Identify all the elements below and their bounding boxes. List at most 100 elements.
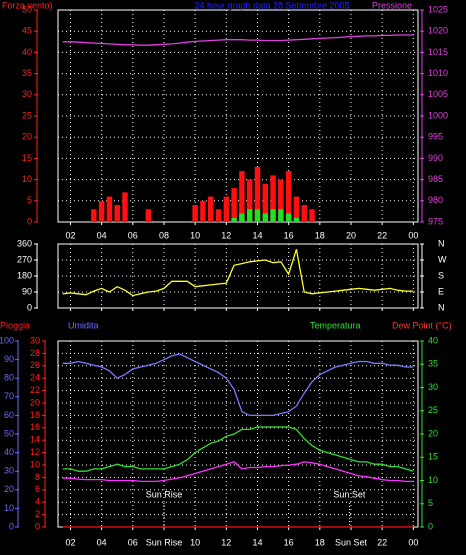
series-line	[62, 34, 414, 46]
y2-tick-label: S	[438, 270, 444, 280]
y-tick-label: 4	[35, 497, 40, 507]
x-tick-label: 02	[65, 537, 75, 547]
y3-tick-label: 40	[4, 447, 14, 457]
y2-tick-label: 40	[428, 335, 438, 345]
y3-tick-label: 60	[4, 410, 14, 420]
y2-tick-label: 25	[428, 405, 438, 415]
bar	[285, 213, 292, 222]
series-line	[62, 426, 414, 472]
bar	[246, 179, 253, 222]
y-tick-label: 28	[30, 348, 40, 358]
y2-tick-label: 0	[428, 521, 433, 531]
y-tick-label: 360	[17, 238, 32, 248]
annotation: Sun Set	[333, 489, 366, 499]
chart-title: 24 hour graph data 28 Settembre 2005	[194, 0, 349, 10]
x-tick-label: Sun Set	[335, 537, 368, 547]
bar	[215, 209, 222, 222]
x-tick-label: 06	[128, 230, 138, 240]
x-tick-label: 18	[315, 537, 325, 547]
bar	[106, 196, 113, 222]
y2-tick-label: 1010	[428, 68, 448, 78]
bar	[270, 209, 276, 222]
x-tick-label: 16	[284, 537, 294, 547]
bar	[114, 205, 120, 222]
y-tick-label: 6	[35, 484, 40, 494]
y-tick-label: 10	[30, 459, 40, 469]
y2-tick-label: 10	[428, 475, 438, 485]
bar	[285, 171, 292, 222]
x-tick-label: 06	[128, 537, 138, 547]
bar	[122, 192, 128, 222]
y-tick-label: 30	[22, 89, 32, 99]
y-tick-label: 270	[17, 254, 32, 264]
y3-tick-label: 10	[4, 503, 14, 513]
x-tick-label: 08	[159, 230, 169, 240]
x-tick-label: 22	[377, 230, 387, 240]
y2-tick-label: 985	[428, 174, 443, 184]
bar	[145, 209, 152, 222]
bar	[231, 217, 237, 222]
bar	[270, 175, 276, 222]
y2-tick-label: 1005	[428, 89, 448, 99]
bar	[231, 188, 237, 222]
bar	[293, 196, 300, 222]
y3-tick-label: 0	[9, 521, 14, 531]
y-tick-label: 26	[30, 360, 40, 370]
x-tick-label: 10	[190, 230, 200, 240]
y3-tick-label: 80	[4, 373, 14, 383]
x-tick-label: 16	[284, 230, 294, 240]
axis-title: Forza vento)	[2, 0, 53, 10]
bar	[98, 200, 105, 222]
series-line	[62, 353, 414, 417]
bar	[262, 183, 268, 222]
y2-tick-label: 1015	[428, 47, 448, 57]
x-tick-label: Sun Rise	[146, 537, 183, 547]
y3-tick-label: 70	[4, 391, 14, 401]
y3-tick-label: 20	[4, 484, 14, 494]
x-tick-label: 00	[408, 537, 418, 547]
y2-tick-label: 975	[428, 216, 443, 226]
y-tick-label: 5	[27, 195, 32, 205]
x-tick-label: 20	[346, 230, 356, 240]
x-tick-label: 04	[97, 230, 107, 240]
bar	[278, 209, 284, 222]
bar	[293, 217, 300, 222]
bar	[309, 209, 315, 222]
x-tick-label: 04	[97, 537, 107, 547]
y2-tick-label: 5	[428, 498, 433, 508]
y-tick-label: 40	[22, 47, 32, 57]
bar	[246, 209, 253, 222]
y-tick-label: 2	[35, 509, 40, 519]
y2-tick-label: 1000	[428, 110, 448, 120]
y-tick-label: 12	[30, 447, 40, 457]
y-tick-label: 14	[30, 435, 40, 445]
axis-title: Dew Point (°C)	[392, 320, 452, 330]
bar	[278, 179, 284, 222]
y-tick-label: 24	[30, 373, 40, 383]
y-tick-label: 18	[30, 410, 40, 420]
y2-tick-label: 1020	[428, 26, 448, 36]
y2-tick-label: 35	[428, 359, 438, 369]
bar	[254, 166, 261, 222]
axis-title: Umidita	[68, 320, 99, 330]
y2-tick-label: 15	[428, 452, 438, 462]
y-tick-label: 25	[22, 110, 32, 120]
y2-tick-label: 990	[428, 153, 443, 163]
y-tick-label: 45	[22, 26, 32, 36]
bar	[200, 200, 206, 222]
y-tick-label: 20	[30, 397, 40, 407]
y-tick-label: 30	[30, 335, 40, 345]
y3-tick-label: 50	[4, 428, 14, 438]
y2-tick-label: 1025	[428, 4, 448, 14]
x-tick-label: 14	[252, 230, 262, 240]
bar	[91, 209, 97, 222]
x-tick-label: 22	[377, 537, 387, 547]
y3-tick-label: 90	[4, 354, 14, 364]
bar	[239, 171, 245, 222]
series-line	[62, 249, 414, 297]
y2-tick-label: N	[438, 302, 445, 312]
x-tick-label: 02	[65, 230, 75, 240]
y2-tick-label: N	[438, 238, 445, 248]
